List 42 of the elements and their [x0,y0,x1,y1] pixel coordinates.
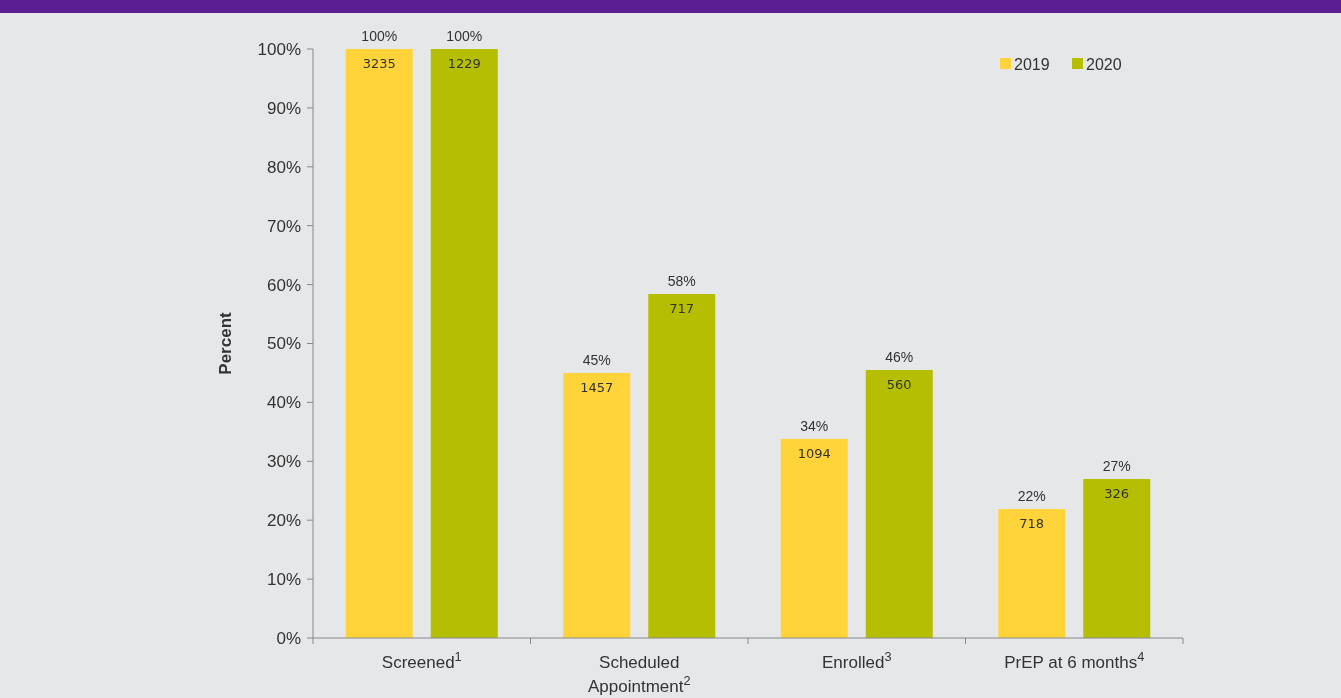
y-tick-label: 70% [266,216,301,236]
data-label: 46% [885,349,914,366]
y-tick-label: 60% [266,275,301,295]
y-tick-label: 100% [257,39,301,59]
legend-label: 2019 [1014,55,1050,73]
y-tick-label: 50% [266,334,301,354]
bar [430,49,498,638]
y-tick-label: 40% [266,393,301,413]
data-label: 58% [667,273,696,290]
annotation: 1094 [797,445,831,461]
x-tick-label: PrEP at 6 months$^{4}$ [1004,648,1145,672]
annotation: 560 [886,377,912,393]
bar [1083,478,1151,638]
bar [648,294,716,638]
annotation: 1229 [447,56,481,71]
y-tick-label: 0% [276,628,301,648]
y-tick-label: 10% [266,570,301,590]
data-label: 22% [1017,488,1046,505]
annotation: 3235 [362,56,396,71]
y-tick-label: 90% [266,98,301,118]
x-tick-label: Screened$^{1}$ [381,648,462,672]
data-label: 34% [800,417,829,434]
y-tick-label: 80% [266,157,301,177]
bar [865,370,933,638]
y-tick-label: 20% [266,511,301,531]
annotation: 1457 [580,379,614,395]
legend-label: 2020 [1086,55,1122,73]
data-label: 27% [1102,457,1131,474]
data-label: 100% [446,28,483,44]
bar [780,438,848,638]
bar [998,509,1066,638]
x-tick-label: Enrolled$^{3}$ [822,648,892,672]
annotation: 326 [1104,485,1130,501]
bar [563,372,631,638]
y-tick-label: 30% [266,452,301,472]
data-label: 100% [361,28,398,44]
data-label: 45% [582,351,611,368]
x-tick-label: Scheduled Appointment$^{2}$ [587,653,691,696]
y-axis-title: Percent [216,311,235,375]
bar [345,49,413,638]
annotation: 717 [669,301,695,317]
annotation: 718 [1019,516,1045,532]
